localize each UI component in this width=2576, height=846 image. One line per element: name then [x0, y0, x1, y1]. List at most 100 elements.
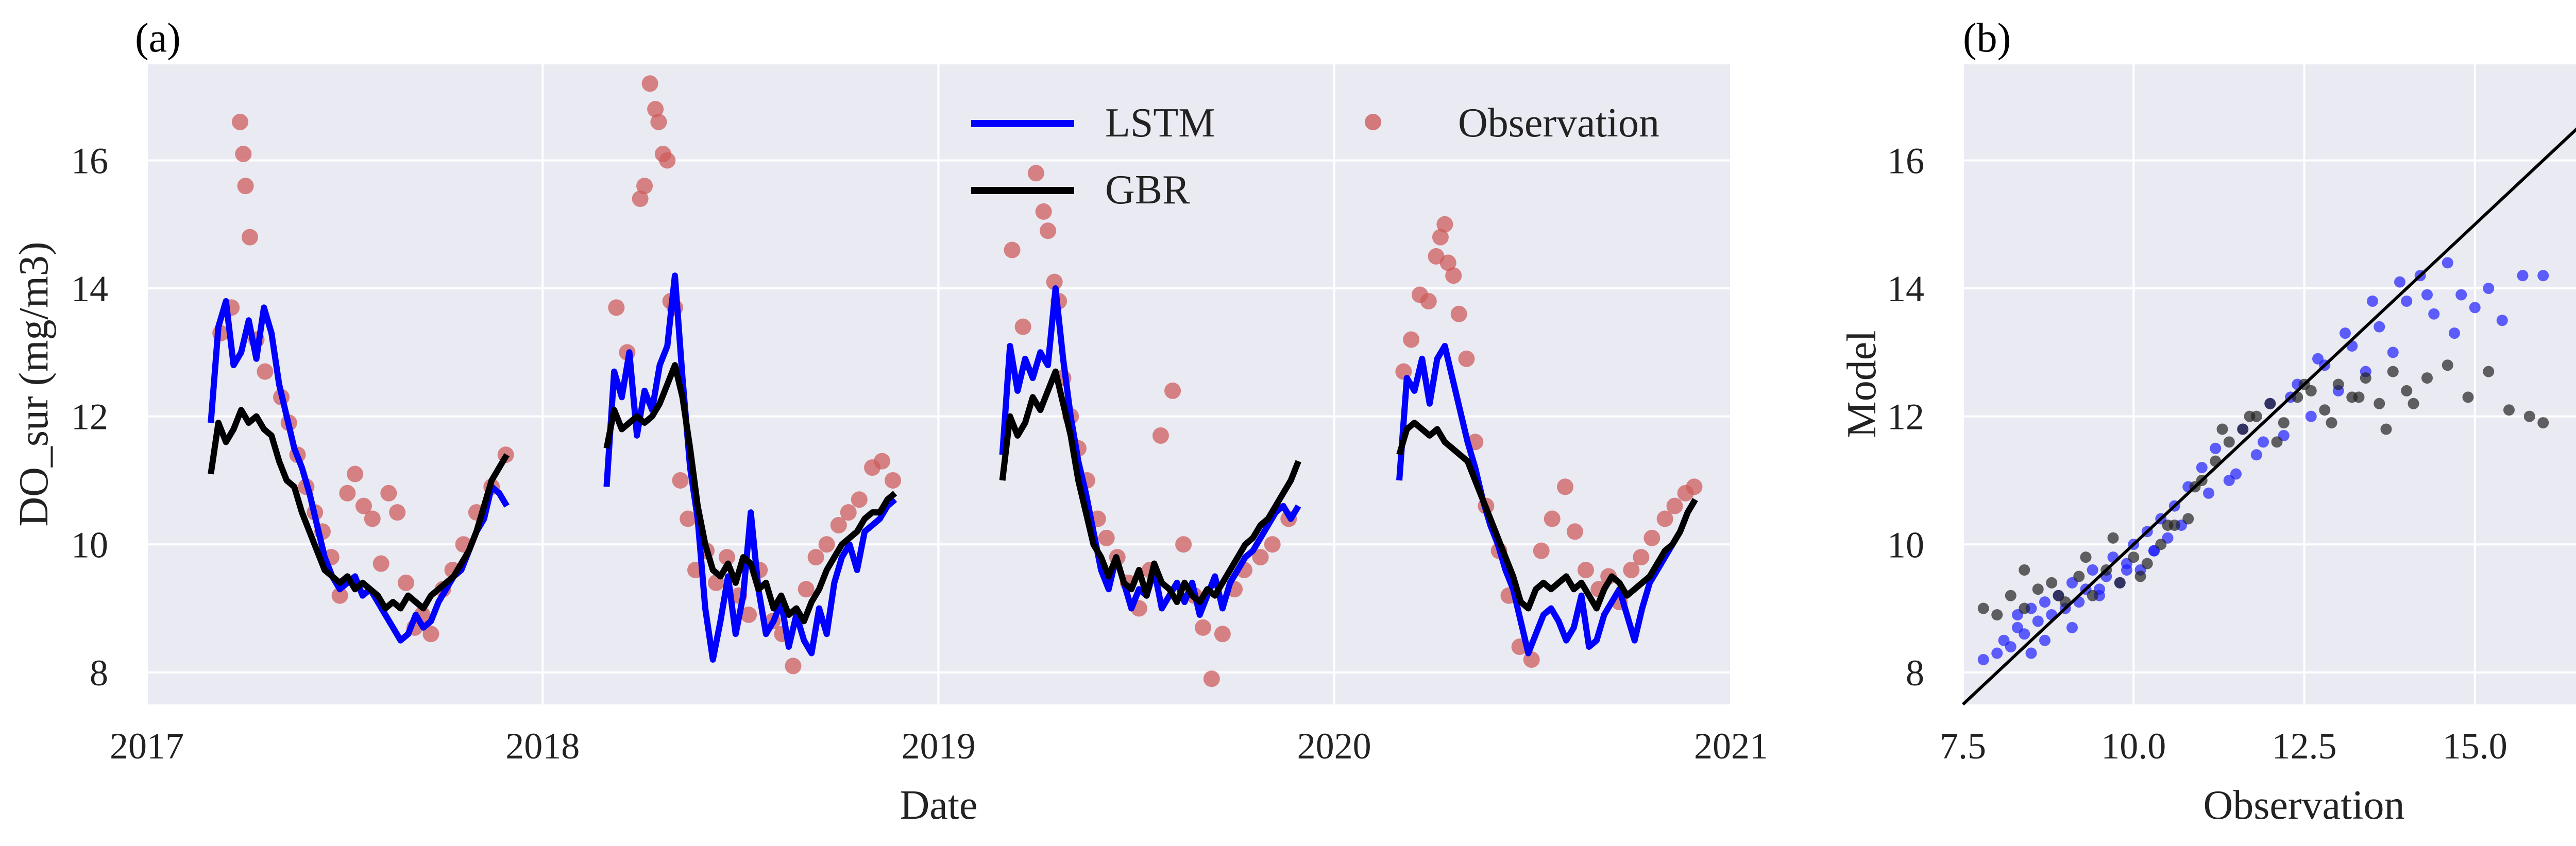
lstm-scatter-point — [2121, 564, 2132, 576]
panel-b-x-tick-label: 7.5 — [1940, 726, 1986, 767]
observation-point — [636, 178, 653, 195]
gbr-scatter-point — [2442, 359, 2453, 371]
observation-point — [232, 113, 249, 130]
gbr-scatter-point — [2421, 372, 2433, 384]
observation-point — [659, 152, 676, 169]
panel-a-tick-labels: 2017 2018 2019 2020 2021 8 10 12 14 16 — [71, 140, 1768, 767]
observation-point — [1203, 670, 1220, 687]
observation-point — [237, 178, 254, 195]
lstm-scatter-point — [2367, 295, 2378, 307]
lstm-scatter-point — [2305, 410, 2317, 422]
lstm-scatter-point — [2203, 487, 2214, 499]
observation-point — [398, 574, 415, 591]
observation-point — [1264, 536, 1281, 553]
lstm-scatter-point — [2032, 615, 2044, 627]
panel-b-y-axis-title: Model — [1839, 331, 1885, 438]
panel-a-y-tick-label: 14 — [71, 268, 108, 309]
gbr-line-segment — [208, 407, 510, 612]
lstm-scatter-point — [2196, 462, 2208, 474]
observation-point — [798, 581, 815, 598]
observation-point — [380, 485, 397, 502]
observation-point — [1098, 529, 1115, 546]
lstm-scatter-point — [2428, 308, 2440, 320]
panel-b-tick-labels: 7.510.012.515.017.5810121416 — [1887, 140, 2507, 767]
observation-point — [719, 549, 736, 566]
lstm-scatter-point — [2442, 257, 2453, 269]
gbr-scatter-point — [2244, 410, 2256, 422]
panel-a-x-tick-label: 2017 — [110, 726, 184, 767]
observation-point — [1004, 241, 1021, 258]
observation-point — [1214, 626, 1231, 643]
gbr-line-segment — [603, 362, 897, 625]
gbr-scatter-point — [2005, 590, 2016, 601]
observation-point — [1403, 331, 1420, 348]
observation-point — [1450, 305, 1467, 322]
lstm-scatter-point — [2517, 270, 2529, 282]
observation-point — [1623, 561, 1640, 578]
gbr-line-segment — [999, 368, 1301, 606]
gbr-scatter-point — [2053, 590, 2064, 601]
gbr-scatter-point — [2237, 423, 2249, 435]
lstm-scatter-point — [2340, 327, 2351, 339]
observation-point — [389, 504, 406, 521]
lstm-line-segment — [603, 272, 897, 663]
observation-point — [874, 453, 891, 470]
lstm-scatter-point — [2449, 327, 2460, 339]
panel-a-y-tick-label: 12 — [71, 396, 108, 438]
observation-point — [1533, 542, 1550, 559]
observation-point — [1252, 549, 1269, 566]
lstm-scatter-point — [2469, 302, 2481, 314]
panel-a-x-tick-label: 2020 — [1297, 726, 1371, 767]
panel-a-gridlines — [146, 64, 1732, 704]
gbr-scatter-point — [2128, 551, 2140, 563]
panel-b-x-tick-label: 15.0 — [2443, 726, 2507, 767]
observation-point — [1014, 318, 1031, 335]
lstm-scatter-point — [2258, 436, 2269, 448]
gbr-scatter-point — [2087, 590, 2098, 601]
observation-point — [1445, 267, 1462, 284]
gbr-scatter-point — [2134, 571, 2146, 582]
observation-point — [647, 101, 664, 118]
panel-a: 2017 2018 2019 2020 2021 8 10 12 14 16 (a) Date D… — [11, 15, 1768, 828]
panel-b-y-tick-label: 16 — [1887, 140, 1924, 181]
gbr-scatter-point — [1977, 602, 1989, 614]
gbr-scatter-point — [2319, 404, 2331, 416]
gbr-scatter-point — [2326, 417, 2337, 429]
observation-point — [1643, 529, 1660, 546]
observation-point — [1152, 427, 1169, 444]
panel-b-y-tick-label: 12 — [1887, 396, 1924, 438]
panel-a-x-tick-label: 2019 — [901, 726, 975, 767]
observation-point — [641, 75, 658, 92]
observation-point — [1656, 510, 1673, 527]
panel-a-y-tick-label: 16 — [71, 140, 108, 181]
panel-a-y-tick-label: 8 — [90, 652, 108, 694]
observation-point — [422, 626, 439, 643]
gbr-scatter-point — [2353, 391, 2365, 403]
gbr-scatter-point — [2223, 436, 2235, 448]
observation-point — [372, 555, 389, 572]
observation-point — [1420, 292, 1437, 309]
gbr-scatter-point — [2114, 577, 2126, 589]
lstm-scatter-point — [2250, 449, 2262, 461]
gbr-scatter-point — [2155, 539, 2167, 550]
lstm-scatter-point — [2019, 628, 2030, 640]
observation-point — [740, 606, 757, 623]
lstm-scatter-point — [1977, 653, 1989, 665]
observation-point — [347, 465, 364, 482]
gbr-scatter-point — [2278, 417, 2290, 429]
observation-point — [257, 363, 274, 380]
observation-point — [1027, 165, 1044, 182]
gbr-scatter-point — [2408, 398, 2419, 409]
gbr-scatter-point — [2141, 558, 2153, 569]
gbr-scatter-point — [2503, 404, 2515, 416]
observation-point — [608, 299, 625, 316]
gbr-scatter-point — [2073, 571, 2085, 582]
gbr-scatter-point — [2401, 385, 2413, 396]
lstm-scatter-point — [2087, 564, 2098, 576]
gbr-scatter-point — [2162, 519, 2174, 531]
lstm-scatter-point — [2387, 347, 2399, 358]
panel-b-x-tick-label: 12.5 — [2272, 726, 2337, 767]
gbr-scatter-point — [2182, 513, 2194, 525]
gbr-scatter-point — [2374, 398, 2385, 409]
